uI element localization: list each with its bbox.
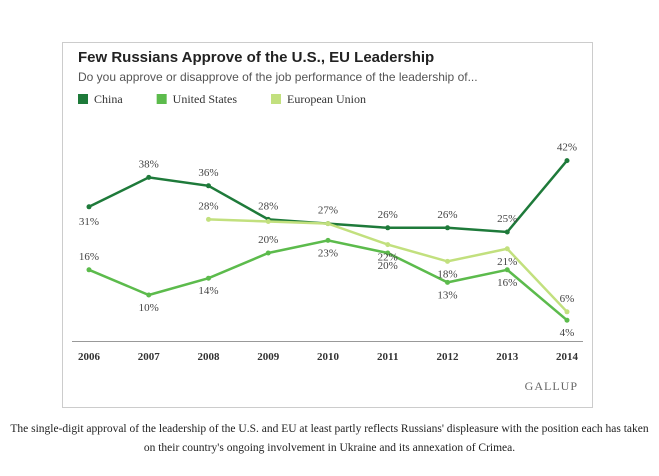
data-point xyxy=(265,219,271,224)
data-point xyxy=(564,317,570,323)
legend-label: United States xyxy=(173,92,238,106)
x-tick-label: 2010 xyxy=(317,351,340,363)
data-label: 13% xyxy=(437,289,457,301)
caption: The single-digit approval of the leaders… xyxy=(10,423,649,454)
data-label: 36% xyxy=(198,167,218,179)
legend-swatch xyxy=(78,94,88,104)
data-point xyxy=(325,237,331,243)
data-label: 21% xyxy=(497,256,517,268)
data-label: 4% xyxy=(560,327,575,339)
data-point xyxy=(564,158,570,164)
x-tick-label: 2013 xyxy=(496,351,519,363)
chart: Few Russians Approve of the U.S., EU Lea… xyxy=(62,42,593,408)
data-label: 20% xyxy=(378,260,398,272)
data-point xyxy=(265,250,271,256)
legend-swatch xyxy=(271,94,281,104)
legend-swatch xyxy=(156,94,167,104)
data-label: 10% xyxy=(139,302,159,314)
data-point xyxy=(504,267,510,273)
x-tick-label: 2011 xyxy=(377,351,398,363)
data-label: 22% xyxy=(378,252,398,264)
data-label: 16% xyxy=(79,251,99,263)
data-label: 14% xyxy=(198,285,218,297)
source-logo: GALLUP xyxy=(525,379,578,393)
data-point xyxy=(206,216,211,222)
data-point xyxy=(86,204,92,210)
data-point xyxy=(86,267,92,273)
data-point xyxy=(385,225,391,231)
data-point xyxy=(504,229,510,235)
data-label: 42% xyxy=(557,142,577,154)
data-point xyxy=(206,183,211,189)
data-point xyxy=(504,246,510,252)
data-label: 20% xyxy=(258,234,278,246)
x-tick-label: 2006 xyxy=(78,351,101,363)
legend-label: China xyxy=(94,92,123,106)
x-tick-label: 2014 xyxy=(556,351,579,363)
data-point xyxy=(146,174,152,180)
data-label: 27% xyxy=(318,205,338,217)
x-tick-label: 2012 xyxy=(437,351,460,363)
data-label: 38% xyxy=(139,158,159,170)
legend-label: European Union xyxy=(287,92,366,106)
data-label: 23% xyxy=(318,247,338,259)
x-tick-label: 2008 xyxy=(198,351,221,363)
data-point xyxy=(445,225,450,231)
data-label: 16% xyxy=(497,277,517,289)
chart-title: Few Russians Approve of the U.S., EU Lea… xyxy=(78,49,434,66)
data-label: 18% xyxy=(437,268,457,280)
data-label: 31% xyxy=(79,216,99,228)
data-label: 28% xyxy=(198,200,218,212)
x-tick-label: 2009 xyxy=(257,351,280,363)
data-point xyxy=(206,275,211,281)
data-label: 26% xyxy=(437,209,457,221)
data-label: 28% xyxy=(258,200,278,212)
data-label: 25% xyxy=(497,213,517,225)
data-label: 26% xyxy=(378,209,398,221)
chart-subtitle: Do you approve or disapprove of the job … xyxy=(78,70,478,84)
data-point xyxy=(564,309,570,315)
data-label: 6% xyxy=(560,293,575,305)
data-point xyxy=(445,279,450,285)
x-tick-label: 2007 xyxy=(138,351,161,363)
data-point xyxy=(325,221,331,227)
data-point xyxy=(385,250,391,256)
data-point xyxy=(385,242,391,248)
data-point xyxy=(445,258,450,264)
data-point xyxy=(146,292,152,298)
